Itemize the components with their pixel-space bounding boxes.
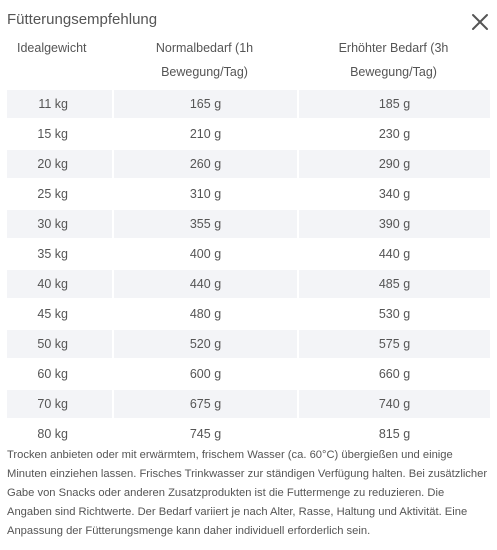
feeding-note: Trocken anbieten oder mit erwärmtem, fri… — [7, 449, 488, 537]
header-high: Erhöhter Bedarf (3h Bewegung/Tag) — [338, 41, 449, 79]
cell-high: 575 g — [297, 330, 490, 358]
cell-high: 390 g — [297, 210, 490, 238]
cell-weight: 40 kg — [7, 270, 112, 298]
table-row: 60 kg 600 g 660 g — [7, 360, 490, 388]
cell-weight: 20 kg — [7, 150, 112, 178]
table-body: 11 kg 165 g 185 g 15 kg 210 g 230 g 20 kg 260 g… — [7, 90, 490, 448]
cell-high: 340 g — [297, 180, 490, 208]
cell-normal: 260 g — [112, 150, 297, 178]
table-header-row: Idealgewicht Normalbedarf (1h Bewegung/T… — [7, 36, 490, 88]
close-button[interactable] — [470, 12, 490, 32]
table-row: 35 kg 400 g 440 g — [7, 240, 490, 268]
cell-weight: 30 kg — [7, 210, 112, 238]
cell-high: 815 g — [297, 420, 490, 448]
cell-normal: 400 g — [112, 240, 297, 268]
cell-weight: 11 kg — [7, 90, 112, 118]
cell-normal: 745 g — [112, 420, 297, 448]
cell-weight: 35 kg — [37, 247, 68, 261]
table-row: 50 kg 520 g 575 g — [7, 330, 490, 358]
table-row: 20 kg 260 g 290 g — [7, 150, 490, 178]
header-weight: Idealgewicht — [17, 41, 87, 55]
cell-normal: 675 g — [112, 390, 297, 418]
table-row: 80 kg 745 g 815 g — [7, 420, 490, 448]
cell-high: 230 g — [297, 120, 490, 148]
cell-weight: 70 kg — [7, 390, 112, 418]
cell-normal: 480 g — [112, 300, 297, 328]
cell-weight: 25 kg — [37, 187, 68, 201]
cell-high: 740 g — [297, 390, 490, 418]
cell-high: 660 g — [297, 360, 490, 388]
header-normal: Normalbedarf (1h Bewegung/Tag) — [155, 41, 254, 79]
feeding-table: Idealgewicht Normalbedarf (1h Bewegung/T… — [7, 34, 490, 450]
table-row: 70 kg 675 g 740 g — [7, 390, 490, 418]
cell-high: 440 g — [297, 240, 490, 268]
table-row: 15 kg 210 g 230 g — [7, 120, 490, 148]
cell-weight: 50 kg — [7, 330, 112, 358]
cell-high: 290 g — [297, 150, 490, 178]
cell-weight: 15 kg — [37, 127, 68, 141]
cell-normal: 440 g — [112, 270, 297, 298]
table-row: 11 kg 165 g 185 g — [7, 90, 490, 118]
cell-weight: 80 kg — [37, 427, 68, 441]
cell-high: 485 g — [297, 270, 490, 298]
cell-normal: 520 g — [112, 330, 297, 358]
cell-high: 185 g — [297, 90, 490, 118]
cell-normal: 600 g — [112, 360, 297, 388]
cell-normal: 210 g — [112, 120, 297, 148]
cell-high: 530 g — [297, 300, 490, 328]
cell-normal: 310 g — [112, 180, 297, 208]
dialog-title: Fütterungsempfehlung — [7, 11, 158, 28]
table-row: 45 kg 480 g 530 g — [7, 300, 490, 328]
table-row: 25 kg 310 g 340 g — [7, 180, 490, 208]
table-row: 30 kg 355 g 390 g — [7, 210, 490, 238]
table-row: 40 kg 440 g 485 g — [7, 270, 490, 298]
cell-weight: 60 kg — [37, 367, 68, 381]
cell-weight: 45 kg — [37, 307, 68, 321]
close-icon — [472, 14, 488, 30]
cell-normal: 165 g — [112, 90, 297, 118]
cell-normal: 355 g — [112, 210, 297, 238]
